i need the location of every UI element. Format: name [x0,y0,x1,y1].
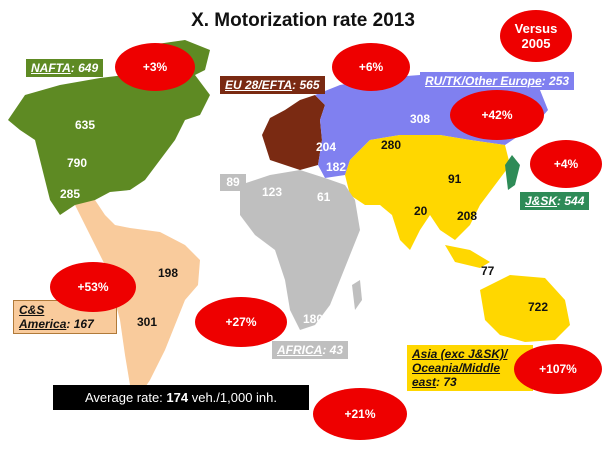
region-eu-shape [262,95,325,170]
region-madagascar-shape [352,280,362,310]
versus-text: Versus 2005 [514,21,558,51]
change-bubble-average: +21% [313,388,407,440]
change-ru: +42% [481,108,513,122]
label-cs-line2: America [19,317,67,331]
value-mexico: 285 [60,187,81,201]
label-ru-value: 253 [549,74,570,88]
label-africa-value: 43 [329,343,344,357]
change-bubble-africa: +27% [195,297,287,347]
label-asia-line1: Asia (exc J&SK)/ [412,347,508,361]
change-bubble-cs: +53% [50,262,136,312]
versus-bubble: Versus 2005 [500,10,572,62]
average-suffix: veh./1,000 inh. [188,390,278,405]
region-asia-shape [345,135,510,250]
value-morocco: 89 [226,175,240,189]
average-value: 174 [166,390,189,405]
value-usa: 790 [67,156,88,170]
label-jsk-name: J&SK [525,194,558,208]
page-title: X. Motorization rate 2013 [191,10,415,31]
average-rate-bar: Average rate: 174 veh./1,000 inh. [53,385,309,410]
change-asia: +107% [539,362,577,376]
value-south-africa: 180 [303,312,324,326]
label-cs-line1: C&S [19,303,45,317]
region-africa-shape [240,170,360,330]
change-eu: +6% [358,60,384,74]
label-eu: EU 28/EFTA: 565 [220,76,325,94]
change-nafta: +3% [142,60,168,74]
label-asia-value: 73 [443,375,457,389]
change-africa: +27% [225,315,257,329]
value-kazakhstan: 280 [381,138,402,152]
change-bubble-asia: +107% [514,344,602,394]
label-africa-name: AFRICA [277,343,323,357]
value-china: 91 [448,172,462,186]
label-jsk: J&SK: 544 [520,192,590,210]
change-average: +21% [344,407,376,421]
label-asia-line3: east [412,375,437,389]
value-argentina: 301 [137,315,158,329]
label-cs-value: 167 [73,317,94,331]
label-asia: Asia (exc J&SK)/ Oceania/Middle east: 73 [407,345,533,391]
label-nafta-value: 649 [78,61,99,75]
value-thailand: 208 [457,209,478,223]
label-eu-name: EU 28/EFTA [225,78,293,92]
value-egypt: 61 [317,190,331,204]
change-bubble-nafta: +3% [115,43,195,91]
value-russia: 308 [410,112,431,126]
value-ukraine: 204 [316,140,337,154]
region-indonesia-shape [445,245,490,268]
change-bubble-jsk: +4% [530,140,602,188]
change-bubble-eu: +6% [332,43,410,91]
value-brazil: 198 [158,266,179,280]
label-ru-name: RU/TK/Other Europe [425,74,542,88]
label-africa: AFRICA: 43 [272,341,349,359]
region-cs-america-shape [75,200,200,395]
change-bubble-ru: +42% [450,90,544,140]
label-eu-value: 565 [299,78,320,92]
value-australia: 722 [528,300,549,314]
label-nafta: NAFTA: 649 [26,59,104,77]
label-jsk-value: 544 [564,194,585,208]
label-ru: RU/TK/Other Europe: 253 [420,72,575,90]
label-nafta-name: NAFTA [31,61,71,75]
region-australia-shape [480,275,570,342]
value-morocco-box: 89 [220,174,246,191]
value-turkey: 182 [326,160,347,174]
value-canada: 635 [75,118,96,132]
value-indonesia: 77 [481,264,495,278]
average-prefix: Average rate: [84,390,167,405]
value-india: 20 [414,204,428,218]
label-asia-line2: Oceania/Middle [412,361,501,375]
value-algeria: 123 [262,185,283,199]
region-nafta-shape [8,72,210,215]
region-jsk-shape [505,155,520,190]
change-cs: +53% [77,280,109,294]
change-jsk: +4% [553,157,579,171]
